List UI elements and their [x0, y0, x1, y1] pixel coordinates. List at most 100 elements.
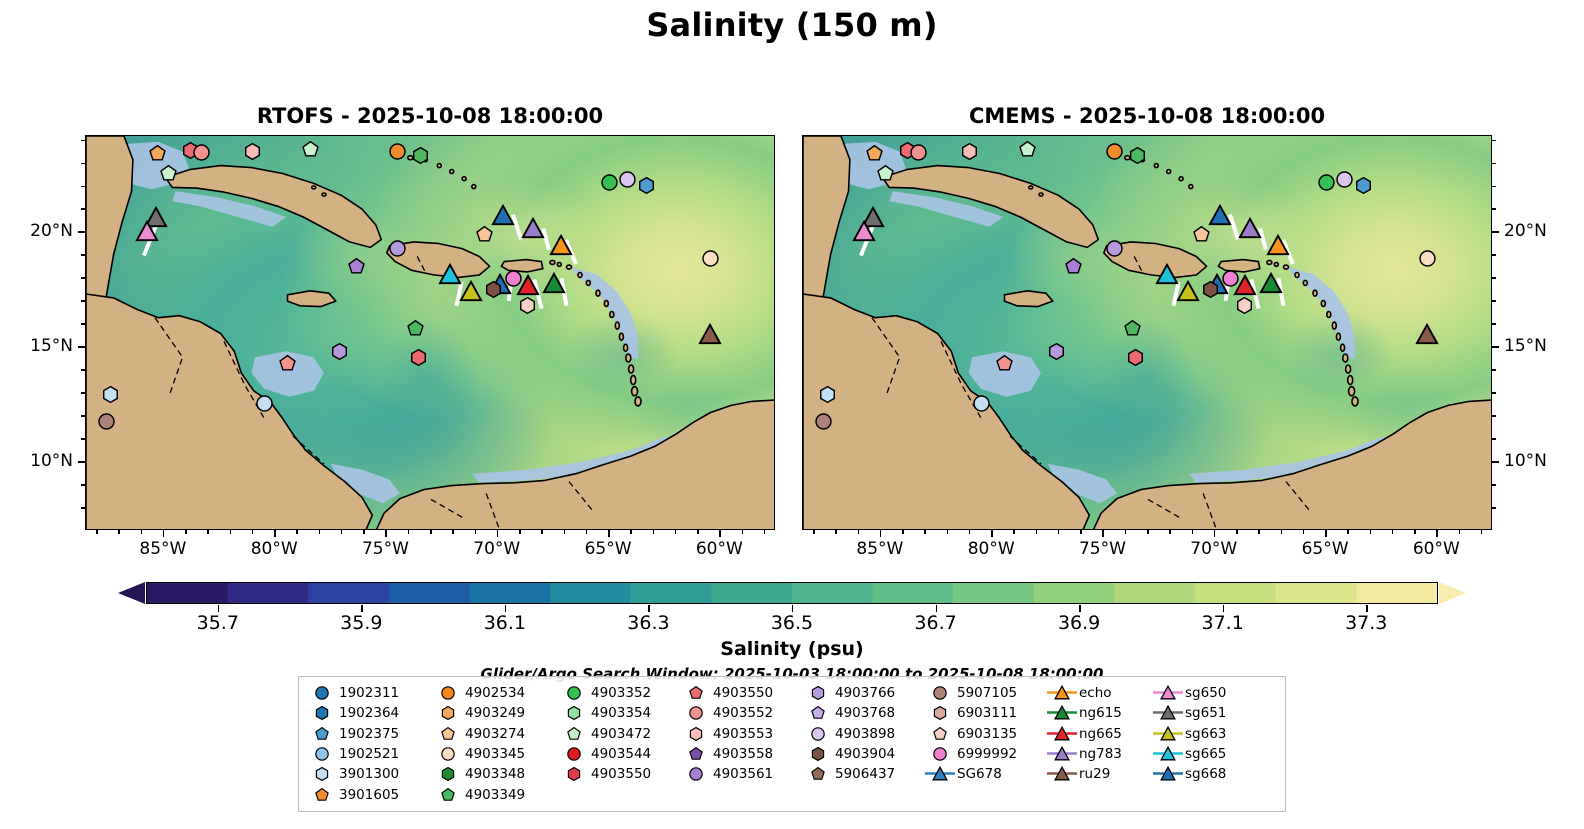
argo-float-marker[interactable] [1065, 257, 1082, 275]
argo-float-marker[interactable] [410, 348, 427, 366]
legend-item[interactable]: 4903349 [433, 784, 559, 804]
legend-item[interactable]: sg665 [1153, 744, 1253, 764]
legend-item[interactable]: 3901300 [307, 764, 433, 784]
argo-float-marker[interactable] [972, 395, 990, 412]
argo-float-marker[interactable] [1193, 226, 1211, 243]
argo-float-marker[interactable] [98, 413, 115, 430]
legend-item[interactable]: ru29 [1047, 764, 1153, 784]
legend-item[interactable]: 6999992 [925, 744, 1047, 764]
legend-item[interactable]: 4903472 [559, 724, 681, 744]
glider-position-marker[interactable] [1415, 322, 1440, 345]
glider-position-marker[interactable] [1208, 203, 1233, 226]
glider-position-marker[interactable] [521, 216, 545, 239]
argo-float-marker[interactable] [1106, 143, 1124, 160]
legend-item[interactable]: 4903768 [803, 703, 925, 723]
legend-item[interactable]: 4903553 [681, 724, 803, 744]
glider-position-marker[interactable] [1238, 216, 1262, 239]
legend-item[interactable]: 5906437 [803, 764, 925, 784]
argo-float-marker[interactable] [348, 257, 365, 275]
glider-position-marker[interactable] [135, 219, 159, 242]
argo-float-marker[interactable] [819, 386, 836, 404]
argo-float-marker[interactable] [389, 240, 407, 257]
argo-float-marker[interactable] [193, 144, 211, 161]
argo-float-marker[interactable] [160, 164, 178, 182]
legend-item[interactable]: 4903550 [681, 683, 803, 703]
argo-float-marker[interactable] [1202, 280, 1219, 298]
legend-item[interactable]: 5907105 [925, 683, 1047, 703]
argo-float-marker[interactable] [485, 280, 502, 298]
argo-float-marker[interactable] [1236, 297, 1253, 315]
glider-position-marker[interactable] [1232, 274, 1257, 296]
legend-item[interactable]: 4903552 [681, 703, 803, 723]
argo-float-marker[interactable] [961, 142, 978, 160]
argo-float-marker[interactable] [1124, 319, 1142, 337]
argo-float-marker[interactable] [1222, 269, 1239, 287]
legend-item[interactable]: 4903354 [559, 703, 681, 723]
legend-item[interactable]: 1902311 [307, 683, 433, 703]
glider-position-marker[interactable] [515, 274, 540, 296]
argo-float-marker[interactable] [1419, 250, 1436, 267]
argo-float-marker[interactable] [638, 177, 655, 195]
glider-position-marker[interactable] [491, 203, 516, 226]
argo-float-marker[interactable] [244, 142, 261, 160]
argo-float-marker[interactable] [910, 144, 928, 161]
legend-item[interactable]: 4902534 [433, 683, 559, 703]
glider-position-marker[interactable] [542, 271, 566, 294]
argo-float-marker[interactable] [996, 354, 1013, 372]
argo-float-marker[interactable] [1317, 174, 1335, 191]
glider-position-marker[interactable] [1154, 263, 1179, 285]
legend-item[interactable]: 4903904 [803, 744, 925, 764]
argo-float-marker[interactable] [412, 146, 429, 164]
legend-item[interactable]: 6903135 [925, 724, 1047, 744]
legend-item[interactable]: 4903561 [681, 764, 803, 784]
legend-item[interactable]: sg668 [1153, 764, 1253, 784]
legend-item[interactable]: 4903544 [559, 744, 681, 764]
argo-float-marker[interactable] [1355, 177, 1372, 195]
legend-item[interactable]: 4903249 [433, 703, 559, 723]
argo-float-marker[interactable] [505, 269, 522, 287]
argo-float-marker[interactable] [702, 250, 719, 267]
legend-item[interactable]: 4903766 [803, 683, 925, 703]
argo-float-marker[interactable] [1127, 348, 1144, 366]
argo-float-marker[interactable] [619, 171, 636, 188]
argo-float-marker[interactable] [815, 413, 832, 430]
argo-float-marker[interactable] [102, 386, 119, 404]
legend-item[interactable]: 1902521 [307, 744, 433, 764]
argo-float-marker[interactable] [1048, 342, 1065, 360]
argo-float-marker[interactable] [476, 226, 494, 243]
legend-item[interactable]: SG678 [925, 764, 1047, 784]
glider-position-marker[interactable] [144, 205, 169, 228]
glider-position-marker[interactable] [459, 280, 483, 302]
argo-float-marker[interactable] [600, 174, 618, 191]
legend-item[interactable]: ng615 [1047, 703, 1153, 723]
argo-float-marker[interactable] [331, 342, 348, 360]
argo-float-marker[interactable] [301, 140, 319, 158]
glider-position-marker[interactable] [549, 234, 573, 256]
argo-float-marker[interactable] [149, 145, 167, 162]
glider-position-marker[interactable] [1259, 271, 1283, 294]
legend-item[interactable]: 3901605 [307, 784, 433, 804]
glider-position-marker[interactable] [861, 205, 886, 228]
legend-item[interactable]: 6903111 [925, 703, 1047, 723]
legend-item[interactable]: 4903274 [433, 724, 559, 744]
legend-item[interactable]: sg663 [1153, 724, 1253, 744]
legend-item[interactable]: sg650 [1153, 683, 1253, 703]
glider-position-marker[interactable] [852, 219, 876, 242]
legend-item[interactable]: 1902375 [307, 724, 433, 744]
legend-item[interactable]: sg651 [1153, 703, 1253, 723]
legend-item[interactable]: 1902364 [307, 703, 433, 723]
legend-item[interactable]: 4903345 [433, 744, 559, 764]
argo-float-marker[interactable] [877, 164, 895, 182]
legend-item[interactable]: echo [1047, 683, 1153, 703]
legend-item[interactable]: 4903348 [433, 764, 559, 784]
legend-item[interactable]: ng783 [1047, 744, 1153, 764]
argo-float-marker[interactable] [866, 145, 884, 162]
glider-position-marker[interactable] [1266, 234, 1290, 256]
legend-item[interactable]: 4903898 [803, 724, 925, 744]
argo-float-marker[interactable] [1018, 140, 1036, 158]
argo-float-marker[interactable] [1336, 171, 1353, 188]
argo-float-marker[interactable] [279, 354, 296, 372]
legend-item[interactable]: 4903558 [681, 744, 803, 764]
glider-position-marker[interactable] [437, 263, 462, 285]
argo-float-marker[interactable] [389, 143, 407, 160]
